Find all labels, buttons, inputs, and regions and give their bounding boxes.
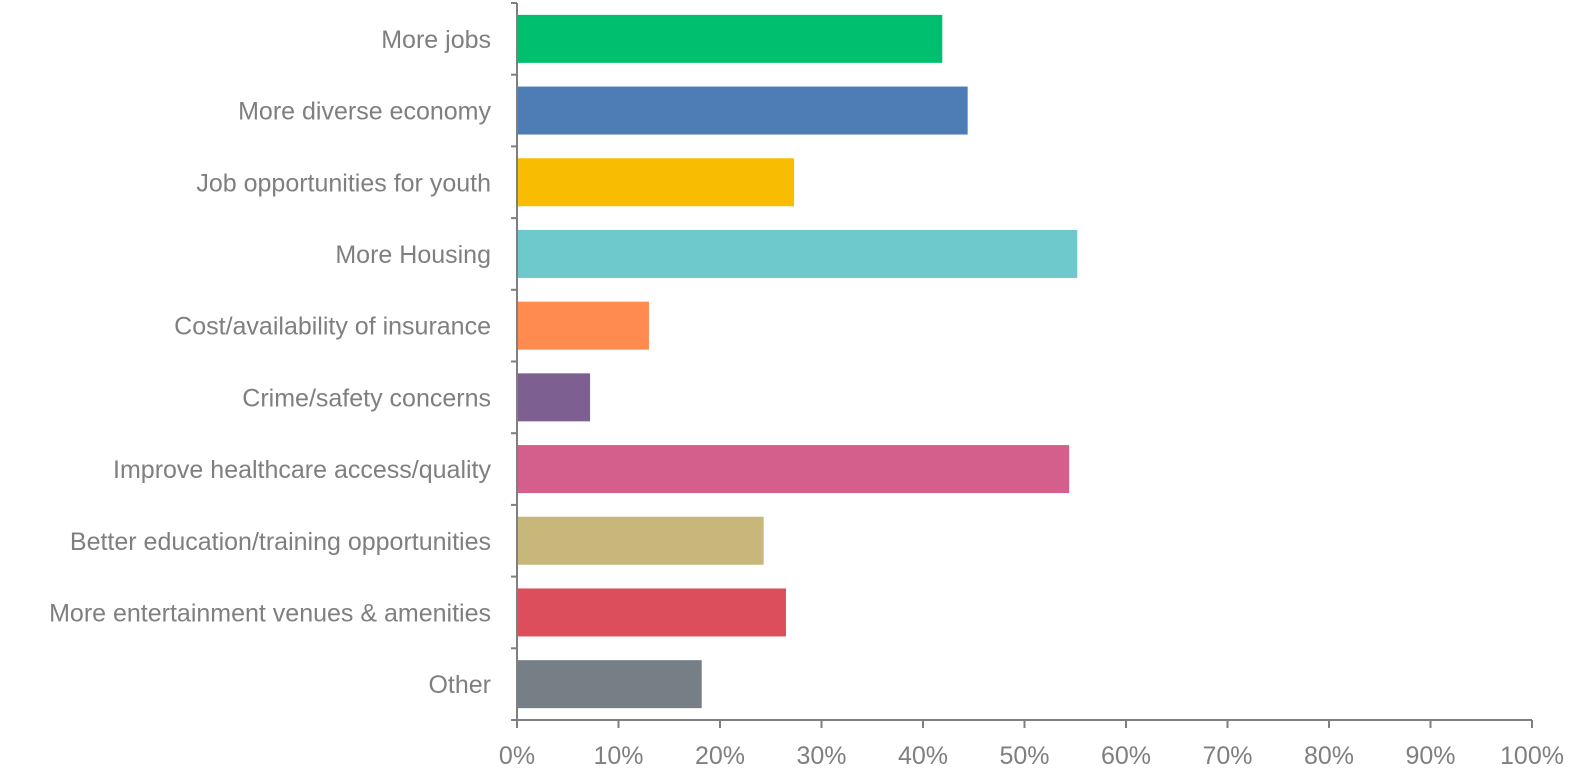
bar-4 [517, 229, 1078, 278]
category-label: More jobs [381, 26, 491, 54]
x-tick-label: 90% [1405, 742, 1455, 770]
x-tick-label: 70% [1202, 742, 1252, 770]
category-label: Better education/training opportunities [70, 528, 491, 556]
category-label: More diverse economy [238, 98, 491, 126]
x-tick-label: 20% [695, 742, 745, 770]
x-tick-label: 30% [796, 742, 846, 770]
bar-6 [517, 373, 591, 422]
x-tick-label: 50% [999, 742, 1049, 770]
bar-8 [517, 516, 764, 565]
x-tick-label: 80% [1304, 742, 1354, 770]
bar-7 [517, 445, 1070, 494]
x-tick-label: 40% [898, 742, 948, 770]
category-labels: More jobs More diverse economy Job opportu… [49, 26, 491, 699]
category-label: Cost/availability of insurance [174, 313, 491, 341]
bar-2 [517, 86, 968, 135]
bar-10 [517, 660, 702, 709]
bars-group [517, 14, 1078, 709]
x-tick-label: 100% [1500, 742, 1564, 770]
category-label: Improve healthcare access/quality [113, 456, 491, 484]
x-tick-label: 10% [593, 742, 643, 770]
category-label: More entertainment venues & amenities [49, 599, 491, 627]
category-label: Crime/safety concerns [242, 384, 491, 412]
bar-9 [517, 588, 786, 637]
bar-1 [517, 14, 943, 63]
category-label: Job opportunities for youth [196, 169, 491, 197]
x-tick-label: 60% [1101, 742, 1151, 770]
category-label: Other [428, 671, 491, 699]
bar-3 [517, 158, 795, 207]
bar-5 [517, 301, 649, 350]
x-tick-label: 0% [499, 742, 535, 770]
x-tick-labels: 0% 10% 20% 30% 40% 50% 60% 70% 80% 90% 100% [499, 742, 1564, 770]
axis-ticks [511, 2, 1533, 728]
category-label: More Housing [335, 241, 491, 269]
